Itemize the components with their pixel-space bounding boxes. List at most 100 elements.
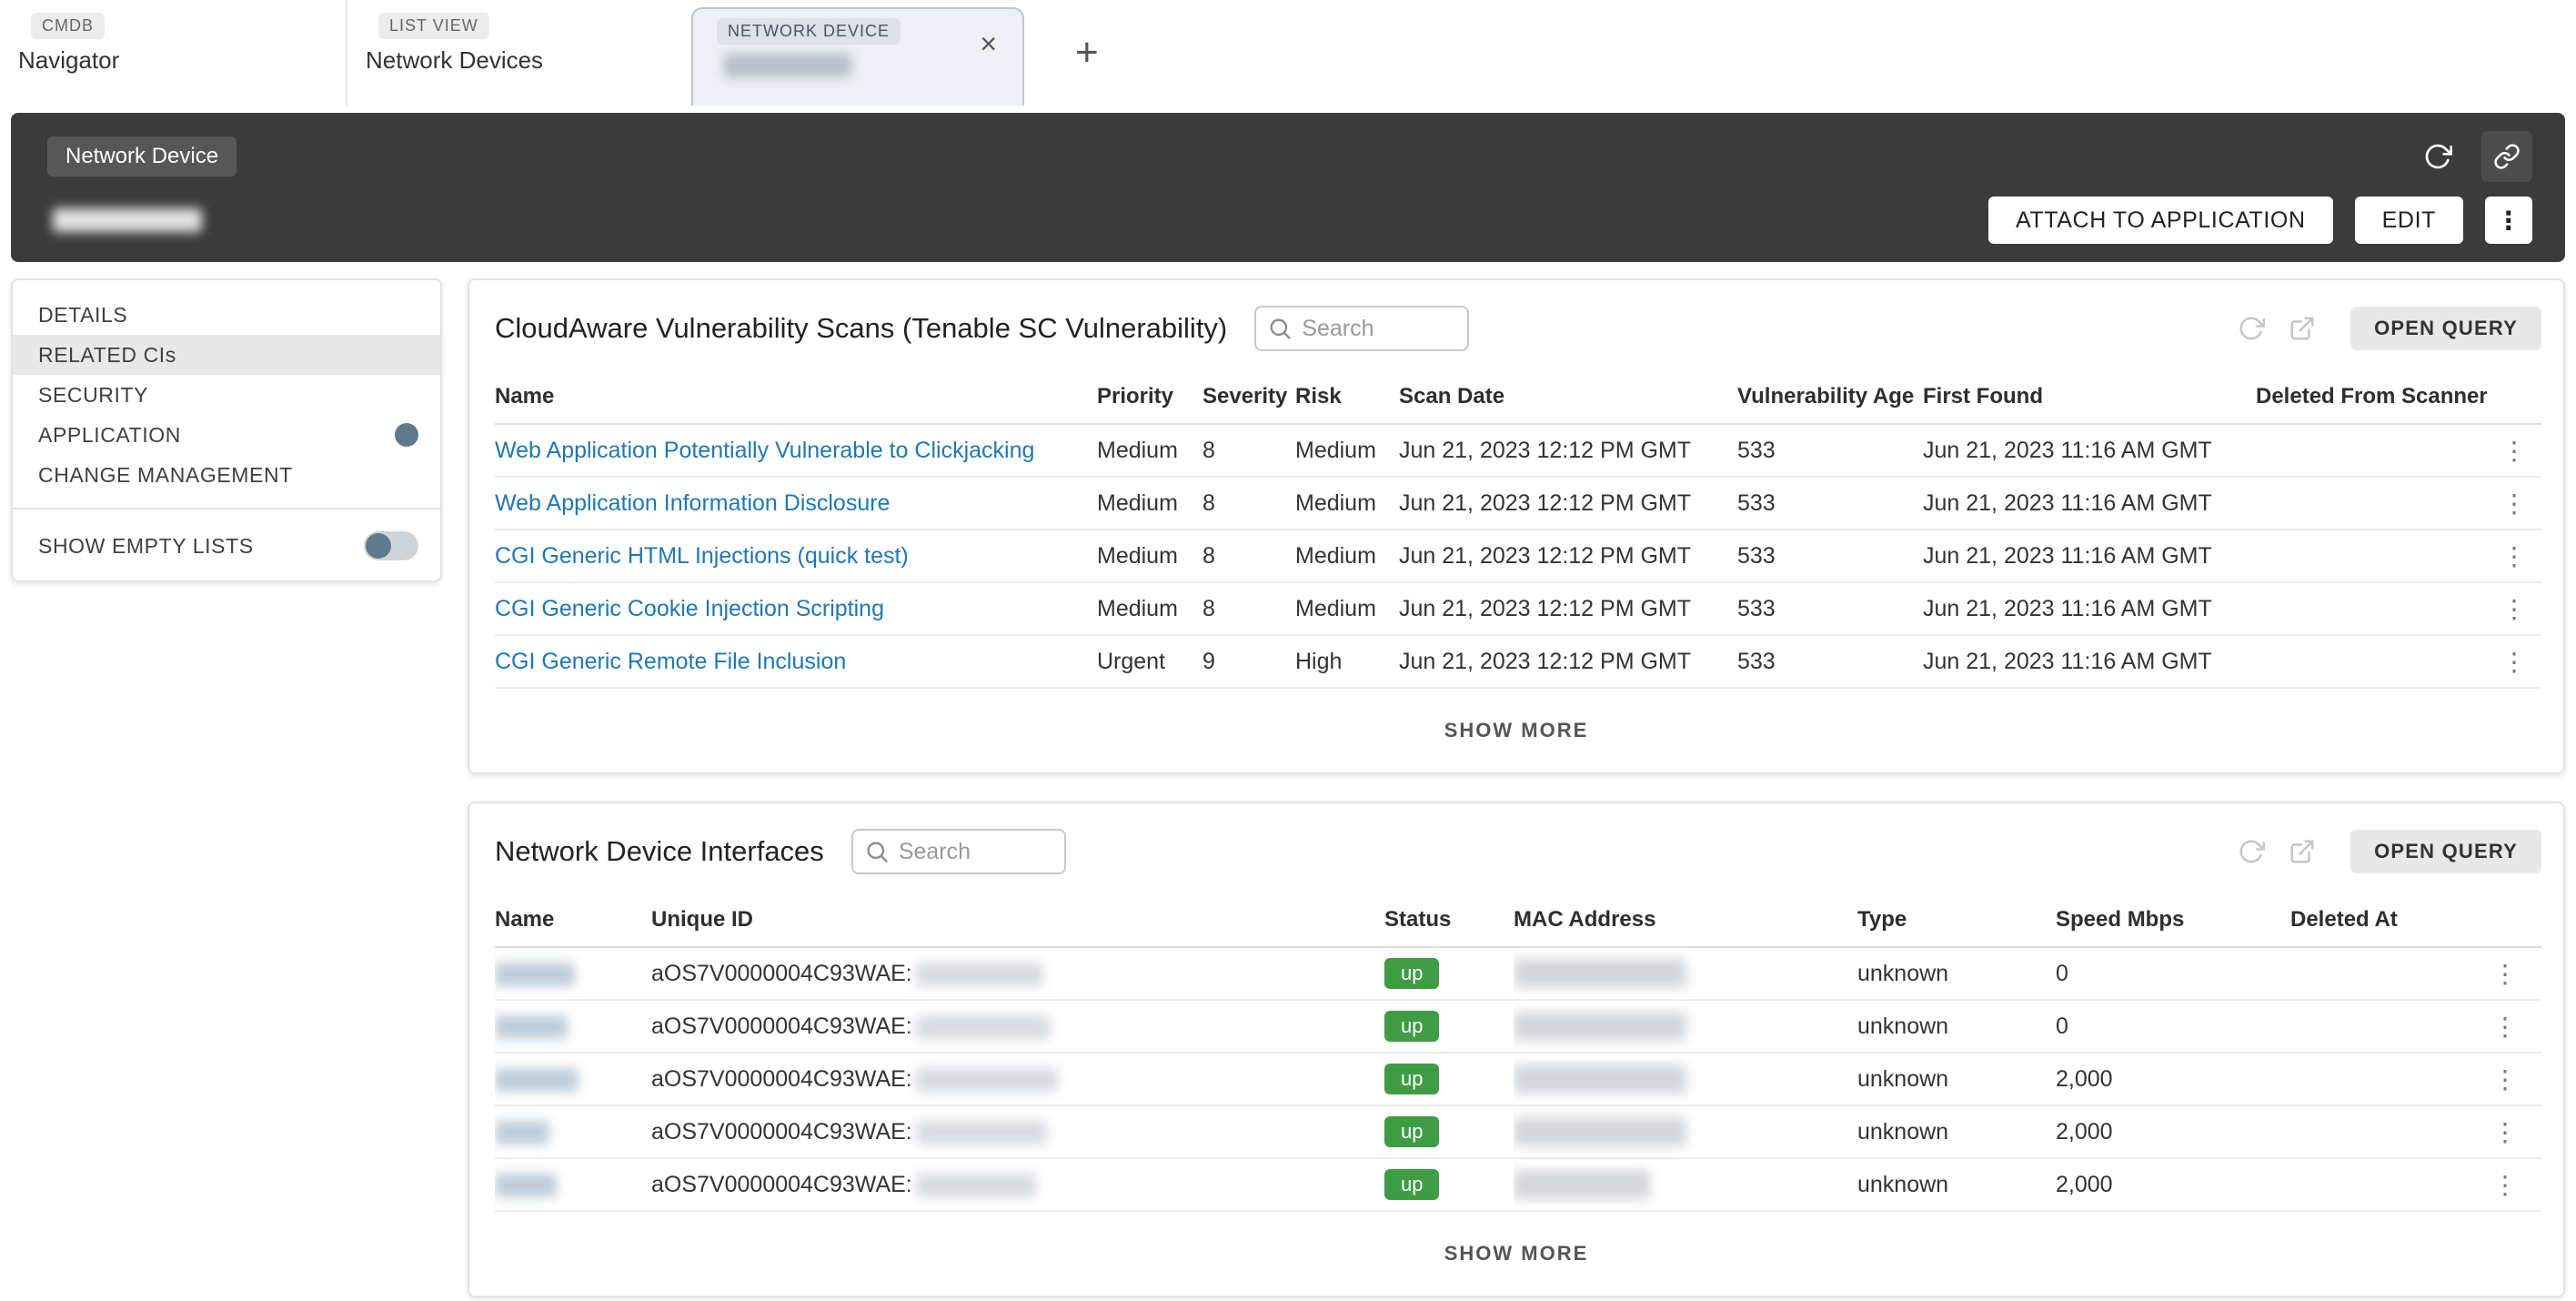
- row-menu-icon[interactable]: ⋮: [2501, 489, 2527, 518]
- show-empty-lists-label: SHOW EMPTY LISTS: [38, 533, 254, 558]
- unique-id-prefix: aOS7V0000004C93WAE:: [651, 1118, 912, 1145]
- vulnerability-name-link[interactable]: CGI Generic HTML Injections (quick test): [495, 542, 909, 569]
- show-empty-lists-toggle[interactable]: [364, 531, 418, 560]
- new-tab-button[interactable]: +: [1075, 30, 1099, 75]
- main-column: CloudAware Vulnerability Scans (Tenable …: [468, 278, 2565, 1297]
- first-found-cell: Jun 21, 2023 11:16 AM GMT: [1923, 529, 2256, 583]
- vulnerability-age-cell: 533: [1737, 424, 1923, 478]
- column-header-scan-date[interactable]: Scan Date: [1399, 369, 1737, 425]
- mac-address-redacted: [1514, 1064, 1686, 1094]
- sidebar-item-related-cis[interactable]: RELATED CIs: [13, 335, 440, 375]
- interface-name-redacted[interactable]: [495, 1067, 579, 1092]
- unique-id-prefix: aOS7V0000004C93WAE:: [651, 1013, 912, 1039]
- column-header-deleted-at[interactable]: Deleted At: [2290, 893, 2469, 948]
- edit-button[interactable]: EDIT: [2354, 197, 2463, 244]
- row-menu-icon[interactable]: ⋮: [2492, 1064, 2518, 1094]
- row-menu-icon[interactable]: ⋮: [2492, 1012, 2518, 1041]
- vulnerability-age-cell: 533: [1737, 477, 1923, 530]
- row-menu-icon[interactable]: ⋮: [2492, 959, 2518, 988]
- column-header-status[interactable]: Status: [1384, 893, 1514, 948]
- mac-address-redacted: [1514, 1012, 1686, 1041]
- interfaces-card-title: Network Device Interfaces: [495, 835, 824, 867]
- scan-date-cell: Jun 21, 2023 12:12 PM GMT: [1399, 477, 1737, 530]
- row-menu-icon[interactable]: ⋮: [2501, 647, 2527, 676]
- vulnerability-name-link[interactable]: CGI Generic Cookie Injection Scripting: [495, 595, 884, 621]
- link-icon[interactable]: [2481, 131, 2532, 182]
- status-cell: up: [1384, 1158, 1514, 1212]
- priority-cell: Medium: [1097, 582, 1202, 636]
- unique-id-cell: aOS7V0000004C93WAE:: [651, 1000, 1384, 1054]
- mac-address-cell: [1514, 947, 1857, 1001]
- tab-network-device-record[interactable]: NETWORK DEVICE ×: [691, 7, 1024, 106]
- vulnerability-name-link[interactable]: Web Application Information Disclosure: [495, 489, 891, 516]
- sidebar-item-change-management[interactable]: CHANGE MANAGEMENT: [13, 455, 440, 495]
- close-icon[interactable]: ×: [980, 27, 997, 60]
- sidebar-item-label: DETAILS: [38, 302, 128, 327]
- tab-network-devices[interactable]: LIST VIEW Network Devices: [346, 0, 691, 106]
- deleted-at-cell: [2290, 1105, 2469, 1159]
- row-menu-icon[interactable]: ⋮: [2501, 436, 2527, 465]
- tab-title-redacted: [724, 54, 851, 77]
- open-query-button[interactable]: OPEN QUERY: [2350, 307, 2541, 350]
- column-header-risk[interactable]: Risk: [1295, 369, 1399, 425]
- show-more-button[interactable]: SHOW MORE: [1444, 1242, 1589, 1265]
- column-header-mac-address[interactable]: MAC Address: [1514, 893, 1857, 948]
- row-menu-icon[interactable]: ⋮: [2492, 1170, 2518, 1199]
- column-header-deleted-from-scanner[interactable]: Deleted From Scanner: [2256, 369, 2487, 425]
- unique-id-cell: aOS7V0000004C93WAE:: [651, 947, 1384, 1001]
- open-in-new-icon[interactable]: [2289, 315, 2316, 342]
- vulnerability-search-input[interactable]: [1254, 306, 1470, 351]
- unique-id-prefix: aOS7V0000004C93WAE:: [651, 960, 912, 986]
- vulnerability-name-link[interactable]: Web Application Potentially Vulnerable t…: [495, 437, 1035, 463]
- tab-navigator[interactable]: CMDB Navigator: [0, 0, 346, 106]
- status-badge: up: [1384, 1115, 1440, 1148]
- interface-name-redacted[interactable]: [495, 962, 575, 986]
- column-header-name[interactable]: Name: [495, 369, 1097, 425]
- column-header-severity[interactable]: Severity: [1202, 369, 1295, 425]
- column-header-vulnerability-age[interactable]: Vulnerability Age: [1737, 369, 1923, 425]
- attach-to-application-button[interactable]: ATTACH TO APPLICATION: [1987, 197, 2333, 244]
- actions-cell: ⋮: [2487, 477, 2541, 530]
- vulnerability-card: CloudAware Vulnerability Scans (Tenable …: [468, 278, 2565, 774]
- row-menu-icon[interactable]: ⋮: [2501, 541, 2527, 570]
- refresh-icon[interactable]: [2238, 315, 2266, 342]
- record-header-top-row: Network Device: [47, 131, 2532, 182]
- name-cell: CGI Generic Cookie Injection Scripting: [495, 582, 1097, 636]
- column-header-name[interactable]: Name: [495, 893, 651, 948]
- speed-mbps-cell: 2,000: [2056, 1158, 2290, 1212]
- column-header-type[interactable]: Type: [1857, 893, 2056, 948]
- sidebar-item-details[interactable]: DETAILS: [13, 295, 440, 335]
- interface-name-redacted[interactable]: [495, 1014, 568, 1039]
- open-query-button[interactable]: OPEN QUERY: [2350, 830, 2541, 873]
- mac-address-cell: [1514, 1105, 1857, 1159]
- show-more-button[interactable]: SHOW MORE: [1444, 719, 1589, 741]
- record-header: Network Device ATTACH TO APPLICATION EDI…: [11, 113, 2565, 262]
- refresh-icon[interactable]: [2412, 131, 2463, 182]
- column-header-speed-mbps[interactable]: Speed Mbps: [2056, 893, 2290, 948]
- interfaces-search: [850, 829, 1066, 874]
- speed-mbps-cell: 0: [2056, 947, 2290, 1001]
- interface-name-redacted[interactable]: [495, 1173, 557, 1197]
- interfaces-table: Name Unique ID Status MAC Address Type Speed …: [495, 893, 2541, 1212]
- interface-row: aOS7V0000004C93WAE: up unknown 0 ⋮: [495, 1000, 2541, 1054]
- interface-name-redacted[interactable]: [495, 1120, 549, 1145]
- row-menu-icon[interactable]: ⋮: [2501, 594, 2527, 623]
- mac-address-redacted: [1514, 1117, 1686, 1146]
- interfaces-search-input[interactable]: [850, 829, 1066, 874]
- column-header-first-found[interactable]: First Found: [1923, 369, 2256, 425]
- status-badge: up: [1384, 1168, 1440, 1201]
- record-menu-icon[interactable]: ⋮: [2485, 197, 2532, 244]
- vulnerability-show-more: SHOW MORE: [469, 689, 2563, 772]
- open-in-new-icon[interactable]: [2289, 838, 2316, 865]
- refresh-icon[interactable]: [2238, 838, 2266, 865]
- vulnerability-name-link[interactable]: CGI Generic Remote File Inclusion: [495, 648, 847, 674]
- mac-address-cell: [1514, 1000, 1857, 1054]
- column-header-priority[interactable]: Priority: [1097, 369, 1202, 425]
- column-header-unique-id[interactable]: Unique ID: [651, 893, 1384, 948]
- sidebar-item-security[interactable]: SECURITY: [13, 375, 440, 415]
- tab-content: NETWORK DEVICE: [709, 18, 901, 77]
- column-header-actions: [2487, 369, 2541, 425]
- sidebar-item-application[interactable]: APPLICATION: [13, 415, 440, 455]
- row-menu-icon[interactable]: ⋮: [2492, 1117, 2518, 1146]
